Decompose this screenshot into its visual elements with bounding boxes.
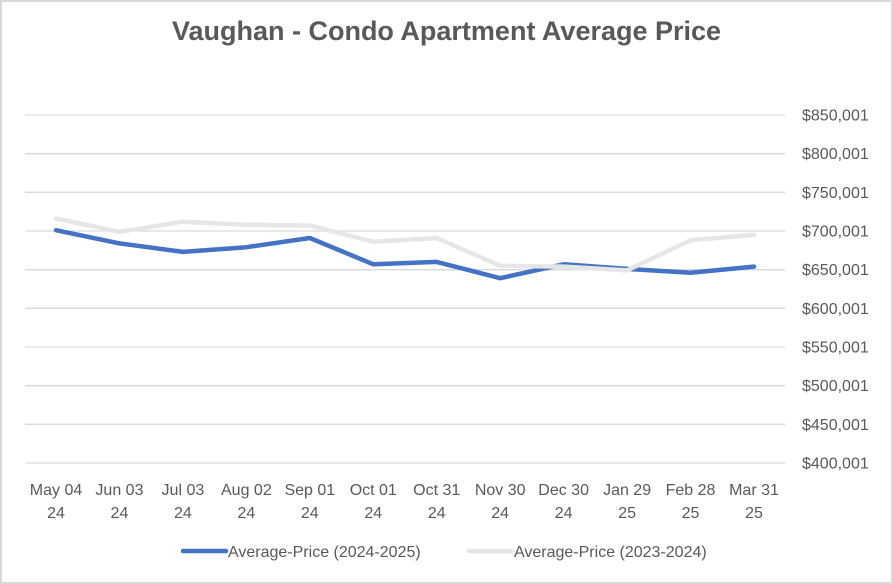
x-tick-label: Nov 30 xyxy=(475,482,526,499)
x-tick-label: Oct 31 xyxy=(413,482,460,499)
x-tick-label: Jun 03 xyxy=(95,482,143,499)
gridlines xyxy=(25,114,785,464)
x-tick-label: Jul 03 xyxy=(162,482,205,499)
x-tick-label: Sep 01 xyxy=(284,482,335,499)
legend-label: Average-Price (2023-2024) xyxy=(514,544,707,561)
y-tick-label: $850,001 xyxy=(802,108,869,125)
x-tick-label: Oct 01 xyxy=(350,482,397,499)
x-tick-label-year: 24 xyxy=(174,505,192,522)
series-line-1 xyxy=(53,216,757,273)
x-tick-label-year: 24 xyxy=(237,505,255,522)
y-tick-label: $450,001 xyxy=(802,417,869,434)
x-tick-label-year: 24 xyxy=(491,505,509,522)
x-tick-label-year: 24 xyxy=(301,505,319,522)
x-tick-label: Jan 29 xyxy=(603,482,651,499)
x-tick-label-year: 24 xyxy=(428,505,446,522)
x-axis-ticks: May 04 24 Jun 03 24 Jul 03 24 Aug 02 24 Sep 01 24… xyxy=(30,482,779,522)
x-tick-label: May 04 xyxy=(30,482,83,499)
x-tick-label: Feb 28 xyxy=(666,482,716,499)
y-tick-label: $700,001 xyxy=(802,224,869,241)
x-tick-label-year: 24 xyxy=(111,505,129,522)
x-tick-label: Aug 02 xyxy=(221,482,272,499)
y-tick-label: $650,001 xyxy=(802,262,869,279)
legend: Average-Price (2024-2025) Average-Price (… xyxy=(180,544,707,561)
y-tick-label: $550,001 xyxy=(802,340,869,357)
x-tick-label-year: 24 xyxy=(47,505,65,522)
y-tick-label: $750,001 xyxy=(802,185,869,202)
chart-title: Vaughan - Condo Apartment Average Price xyxy=(171,16,722,46)
x-tick-label-year: 25 xyxy=(745,505,763,522)
y-tick-label: $800,001 xyxy=(802,146,869,163)
y-tick-label: $500,001 xyxy=(802,378,869,395)
series-line-0 xyxy=(53,227,757,281)
legend-label: Average-Price (2024-2025) xyxy=(228,544,421,561)
x-tick-label-year: 25 xyxy=(682,505,700,522)
series-lines xyxy=(53,216,757,281)
x-tick-label-year: 25 xyxy=(618,505,636,522)
x-tick-label-year: 24 xyxy=(364,505,382,522)
x-tick-label-year: 24 xyxy=(555,505,573,522)
y-tick-label: $600,001 xyxy=(802,301,869,318)
y-axis-ticks: $400,001 $450,001 $500,001 $550,001 $600,001… xyxy=(802,108,869,473)
x-tick-label: Mar 31 xyxy=(729,482,779,499)
y-tick-label: $400,001 xyxy=(802,456,869,473)
x-tick-label: Dec 30 xyxy=(538,482,589,499)
